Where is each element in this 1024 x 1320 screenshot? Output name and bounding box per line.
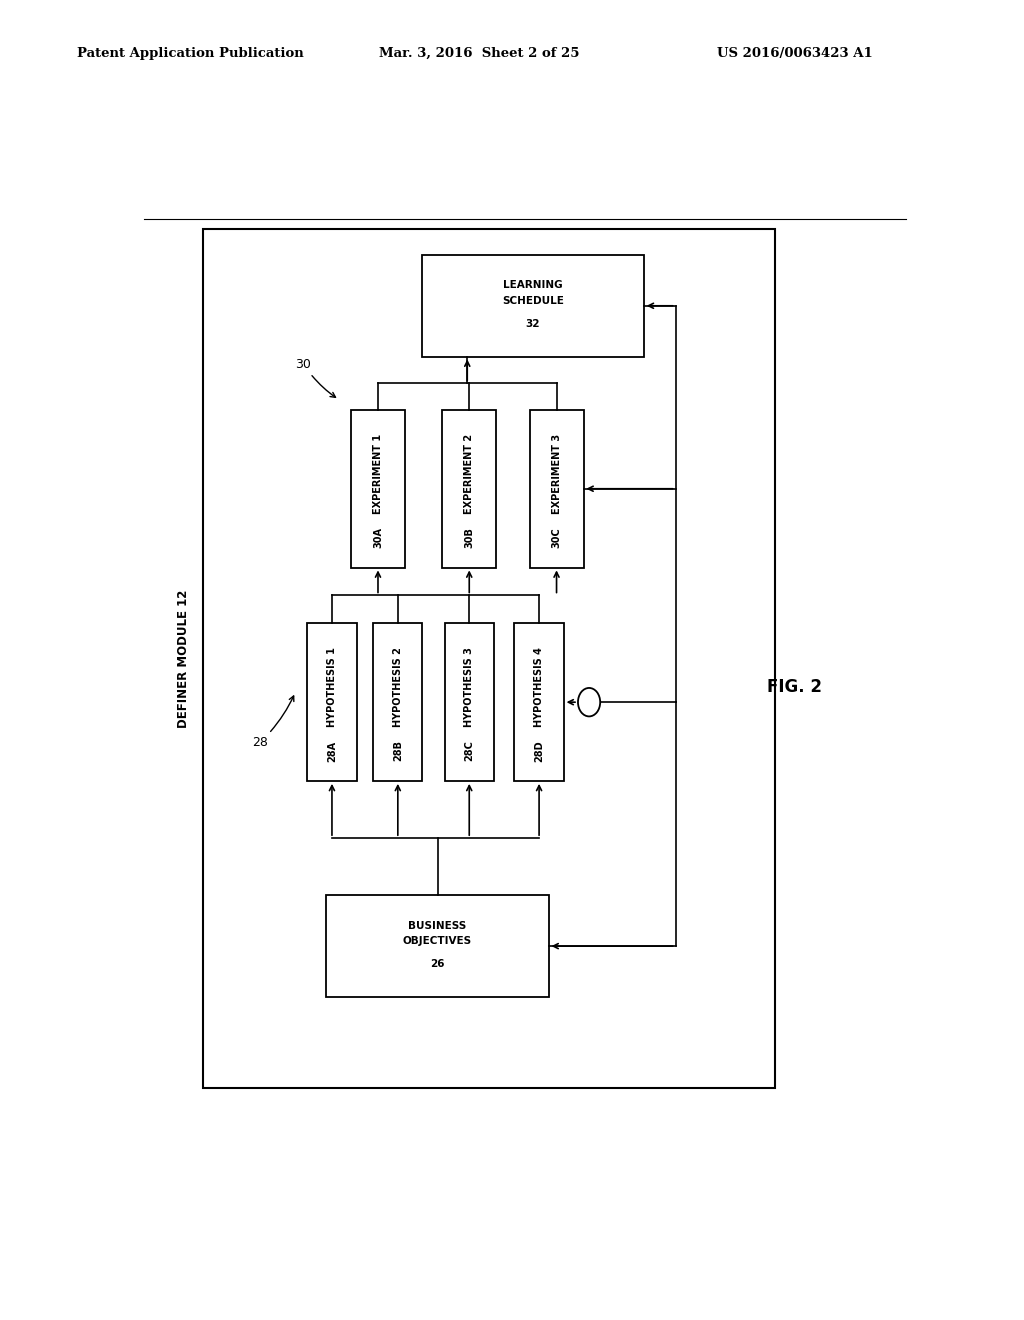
Text: HYPOTHESIS 4: HYPOTHESIS 4	[535, 647, 544, 727]
Text: LEARNING: LEARNING	[503, 280, 562, 290]
Text: 28A: 28A	[327, 741, 337, 762]
Text: 30: 30	[296, 358, 336, 397]
Text: 30B: 30B	[464, 527, 474, 548]
Text: 32: 32	[525, 319, 540, 329]
Text: OBJECTIVES: OBJECTIVES	[402, 936, 472, 946]
FancyBboxPatch shape	[514, 623, 563, 781]
Text: FIG. 2: FIG. 2	[767, 678, 822, 696]
Text: 28C: 28C	[464, 741, 474, 762]
Text: HYPOTHESIS 1: HYPOTHESIS 1	[327, 647, 337, 727]
FancyBboxPatch shape	[351, 411, 404, 568]
FancyBboxPatch shape	[373, 623, 423, 781]
Text: EXPERIMENT 1: EXPERIMENT 1	[373, 433, 383, 513]
Text: SCHEDULE: SCHEDULE	[502, 296, 563, 306]
Text: BUSINESS: BUSINESS	[409, 921, 467, 931]
Text: Mar. 3, 2016  Sheet 2 of 25: Mar. 3, 2016 Sheet 2 of 25	[379, 46, 580, 59]
Text: DEFINER MODULE 12: DEFINER MODULE 12	[177, 589, 190, 727]
Text: EXPERIMENT 2: EXPERIMENT 2	[464, 433, 474, 513]
Text: 30A: 30A	[373, 527, 383, 548]
FancyBboxPatch shape	[442, 411, 497, 568]
Circle shape	[578, 688, 600, 717]
Text: HYPOTHESIS 2: HYPOTHESIS 2	[393, 647, 402, 727]
Text: 28: 28	[252, 696, 294, 750]
Text: HYPOTHESIS 3: HYPOTHESIS 3	[464, 647, 474, 727]
Text: 28D: 28D	[535, 741, 544, 762]
FancyBboxPatch shape	[204, 230, 775, 1088]
FancyBboxPatch shape	[307, 623, 356, 781]
FancyBboxPatch shape	[327, 895, 549, 997]
Text: US 2016/0063423 A1: US 2016/0063423 A1	[717, 46, 872, 59]
Text: 26: 26	[430, 960, 444, 969]
FancyBboxPatch shape	[444, 623, 494, 781]
Text: 30C: 30C	[552, 527, 561, 548]
FancyBboxPatch shape	[422, 255, 644, 356]
Text: 28B: 28B	[393, 741, 402, 762]
FancyBboxPatch shape	[529, 411, 584, 568]
Text: Patent Application Publication: Patent Application Publication	[77, 46, 303, 59]
Text: EXPERIMENT 3: EXPERIMENT 3	[552, 433, 561, 513]
